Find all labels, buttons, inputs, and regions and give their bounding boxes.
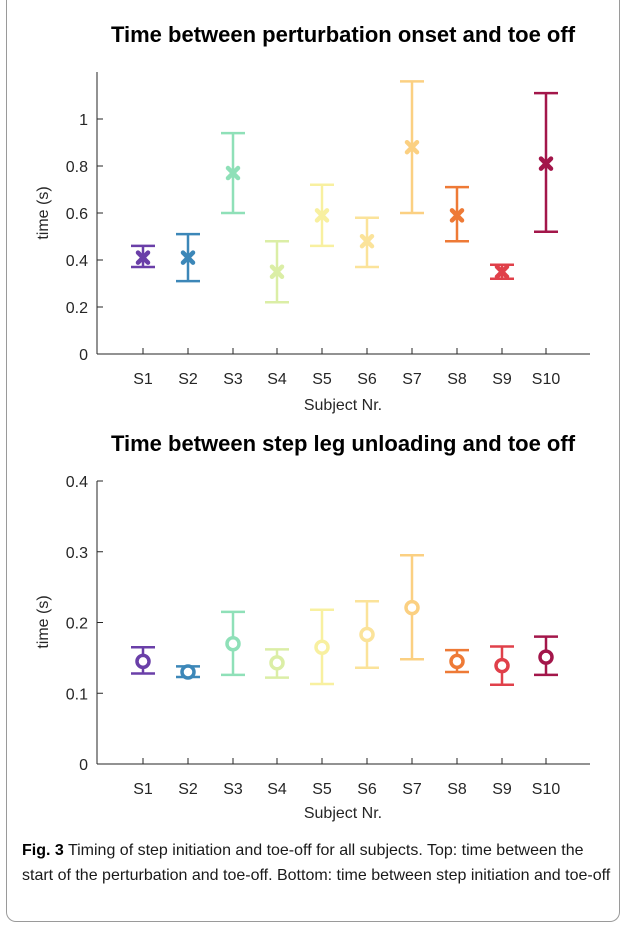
top-x-marker xyxy=(135,250,151,265)
chart-bottom: Time between step leg unloading and toe … xyxy=(35,431,590,822)
top-xtick-label: S2 xyxy=(178,371,198,388)
bottom-xtick-label: S3 xyxy=(223,781,243,798)
bottom-point-s6 xyxy=(355,600,379,670)
top-x-marker xyxy=(269,264,285,279)
chart-top: Time between perturbation onset and toe … xyxy=(35,22,590,414)
top-xtick-label: S6 xyxy=(357,371,377,388)
bottom-xtick-label: S10 xyxy=(532,781,561,798)
bottom-xtick-label: S7 xyxy=(402,781,422,798)
bottom-ytick-label: 0.4 xyxy=(66,474,88,491)
top-xtick-label: S1 xyxy=(133,371,153,388)
bottom-circle-marker xyxy=(180,664,196,680)
bottom-xtick-label: S4 xyxy=(267,781,287,798)
bottom-ytick-label: 0.3 xyxy=(66,545,88,562)
bottom-point-s1 xyxy=(131,646,155,675)
bottom-point-s3 xyxy=(221,610,245,677)
bottom-circle-marker xyxy=(538,649,554,665)
chart-top-title: Time between perturbation onset and toe … xyxy=(111,22,576,47)
top-point-s1 xyxy=(131,244,155,269)
figure-frame xyxy=(6,0,620,922)
chart-top-x-label: Subject Nr. xyxy=(304,397,382,414)
bottom-circle-marker xyxy=(494,657,510,674)
bottom-ytick-label: 0.1 xyxy=(66,686,88,703)
bottom-point-s4 xyxy=(265,648,289,679)
bottom-circle-marker xyxy=(449,653,465,670)
bottom-xtick-label: S8 xyxy=(447,781,467,798)
figure-caption: Fig. 3 Timing of step initiation and toe… xyxy=(22,838,612,888)
bottom-point-s9 xyxy=(490,645,514,687)
top-xtick-label: S3 xyxy=(223,371,243,388)
bottom-xtick-label: S6 xyxy=(357,781,377,798)
top-ytick-label: 0 xyxy=(79,347,88,364)
top-point-s10 xyxy=(534,91,558,234)
top-xtick-label: S10 xyxy=(532,371,561,388)
bottom-xtick-label: S2 xyxy=(178,781,198,798)
chart-bottom-title: Time between step leg unloading and toe … xyxy=(111,431,576,456)
chart-top-ticks: 0 0.2 0.4 0.6 0.8 1 S1 S2 S3 S4 S5 S6 S7 S8 S9 S10 xyxy=(66,112,561,388)
top-ytick-label: 0.8 xyxy=(66,159,88,176)
bottom-xtick-label: S9 xyxy=(492,781,512,798)
top-x-marker xyxy=(314,208,330,223)
bottom-ytick-label: 0.2 xyxy=(66,616,88,633)
bottom-xtick-label: S5 xyxy=(312,781,332,798)
top-x-marker xyxy=(494,264,510,279)
top-xtick-label: S7 xyxy=(402,371,422,388)
top-x-marker xyxy=(404,139,420,155)
top-point-s8 xyxy=(445,185,469,243)
top-point-s4 xyxy=(265,239,289,304)
top-x-marker xyxy=(359,233,375,249)
top-ytick-label: 1 xyxy=(79,112,88,129)
bottom-circle-marker xyxy=(269,655,285,671)
bottom-circle-marker xyxy=(314,639,330,656)
top-point-s2 xyxy=(176,232,200,283)
top-x-marker xyxy=(225,165,241,181)
top-x-marker xyxy=(538,156,554,171)
bottom-xtick-label: S1 xyxy=(133,781,153,798)
bottom-point-s7 xyxy=(400,554,424,661)
top-ytick-label: 0.6 xyxy=(66,206,88,223)
top-ytick-label: 0.2 xyxy=(66,300,88,317)
top-ytick-label: 0.4 xyxy=(66,253,88,270)
top-point-s9 xyxy=(490,263,514,281)
bottom-point-s8 xyxy=(445,648,469,674)
bottom-point-s2 xyxy=(176,664,200,680)
top-point-s5 xyxy=(310,183,334,248)
bottom-circle-marker xyxy=(404,599,420,616)
chart-bottom-marks xyxy=(131,554,558,687)
top-point-s6 xyxy=(355,216,379,269)
bottom-circle-marker xyxy=(135,653,151,670)
chart-bottom-ticks: 0 0.1 0.2 0.3 0.4 S1 S2 S3 S4 S5 S6 S7 S8 S9 S10 xyxy=(66,474,561,798)
bottom-point-s10 xyxy=(534,635,558,677)
bottom-circle-marker xyxy=(359,626,375,643)
top-point-s3 xyxy=(221,131,245,215)
top-xtick-label: S8 xyxy=(447,371,467,388)
top-x-marker xyxy=(180,250,196,265)
top-x-marker xyxy=(449,208,465,223)
top-xtick-label: S4 xyxy=(267,371,287,388)
top-xtick-label: S5 xyxy=(312,371,332,388)
chart-bottom-y-label: time (s) xyxy=(35,595,52,648)
top-xtick-label: S9 xyxy=(492,371,512,388)
bottom-circle-marker xyxy=(225,635,241,652)
chart-bottom-x-label: Subject Nr. xyxy=(304,805,382,822)
top-point-s7 xyxy=(400,80,424,215)
chart-top-marks xyxy=(131,80,558,304)
bottom-ytick-label: 0 xyxy=(79,757,88,774)
figure-caption-text: Timing of step initiation and toe-off fo… xyxy=(22,842,611,884)
figure-label: Fig. 3 xyxy=(22,842,64,859)
bottom-point-s5 xyxy=(310,608,334,686)
chart-top-y-label: time (s) xyxy=(35,186,52,239)
